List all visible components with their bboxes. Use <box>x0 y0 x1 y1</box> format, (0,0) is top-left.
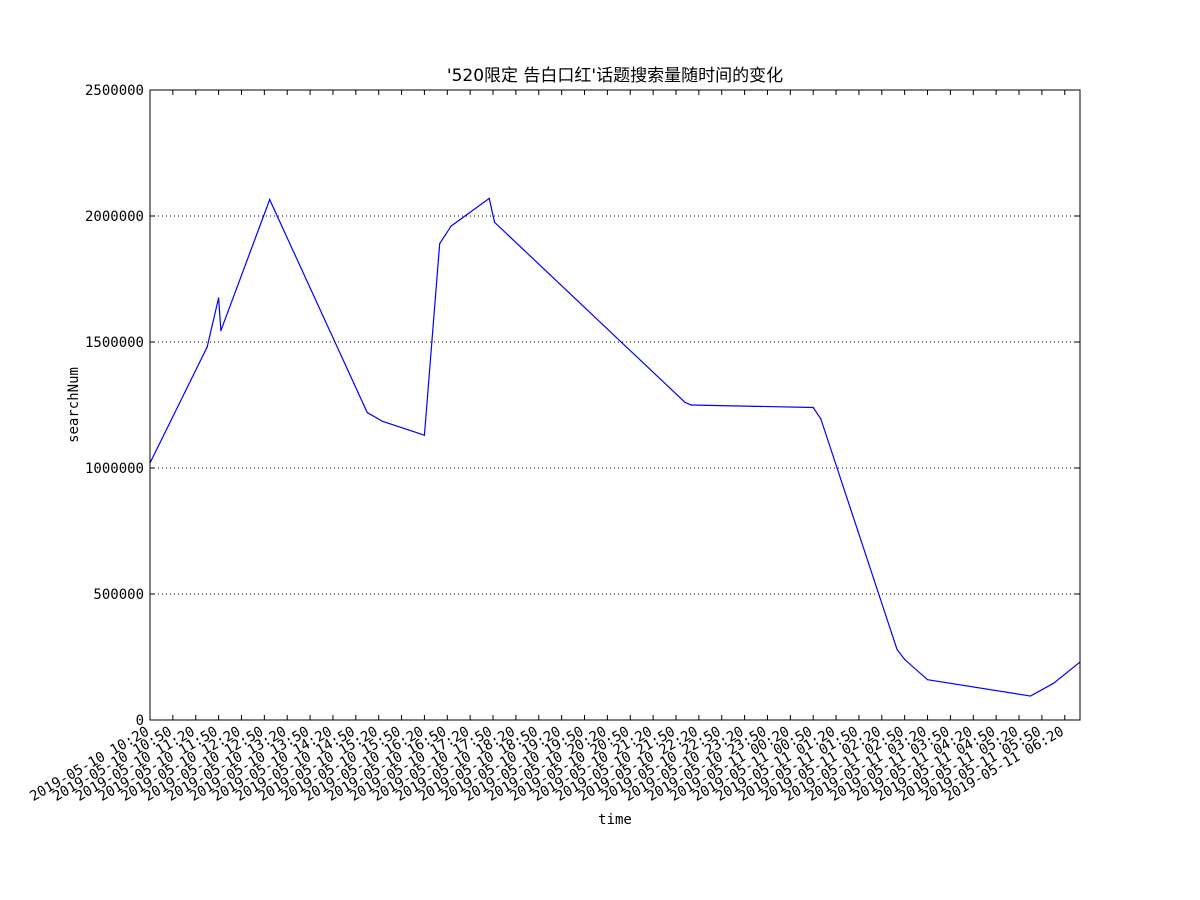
y-tick-label: 500000 <box>93 587 144 603</box>
data-point <box>684 401 686 404</box>
data-point <box>896 648 898 651</box>
x-axis-label: time <box>598 812 632 828</box>
data-point <box>366 411 368 414</box>
data-point <box>926 679 929 681</box>
y-tick-label: 2000000 <box>85 209 144 225</box>
data-point <box>493 221 496 223</box>
data-point <box>1052 682 1054 685</box>
data-point <box>423 434 426 436</box>
data-point <box>439 243 441 245</box>
y-axis-ticks: 0 500000 1000000 1500000 2000000 2500000 <box>85 83 1080 729</box>
data-point <box>269 199 271 201</box>
data-point <box>450 225 452 227</box>
data-point <box>488 197 490 199</box>
y-tick-label: 1500000 <box>85 335 144 351</box>
gridlines <box>150 215 1080 595</box>
y-axis-label: searchNum <box>66 367 82 443</box>
data-point <box>218 297 220 299</box>
data-point <box>1029 695 1032 697</box>
series-line <box>149 197 1081 697</box>
data-point <box>206 346 208 348</box>
data-point <box>381 420 384 422</box>
y-tick-label: 1000000 <box>85 461 144 477</box>
y-tick-label: 0 <box>136 713 144 729</box>
series-layer <box>149 197 1081 697</box>
chart-title: '520限定 告白口红'话题搜索量随时间的变化 <box>447 66 783 86</box>
data-point <box>904 658 906 661</box>
data-point <box>690 404 692 406</box>
data-point <box>820 418 822 420</box>
data-point <box>220 330 222 332</box>
plot-frame <box>149 89 1081 721</box>
y-tick-label: 2500000 <box>85 83 144 99</box>
data-point <box>812 406 814 409</box>
